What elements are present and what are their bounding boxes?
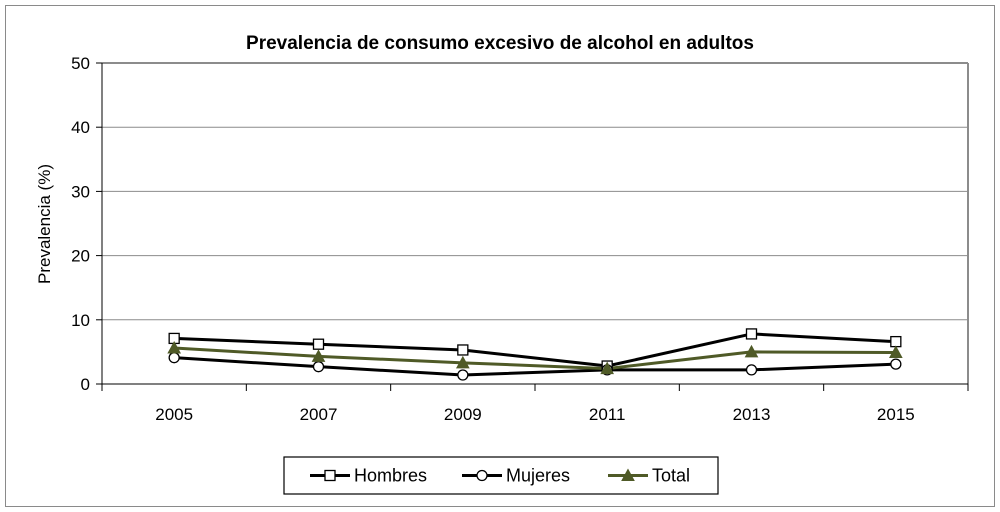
data-point-total [311, 349, 326, 362]
y-tick-label: 40 [71, 118, 90, 137]
x-tick-label: 2009 [444, 405, 482, 424]
data-point-hombres [457, 344, 469, 356]
x-tick-label: 2005 [155, 405, 193, 424]
y-axis-label: Prevalencia (%) [35, 164, 54, 284]
data-point-mujeres [168, 352, 180, 364]
data-point-total [455, 355, 470, 369]
data-point-mujeres [457, 369, 469, 381]
legend-label-mujeres: Mujeres [506, 466, 570, 486]
data-point-total [600, 361, 615, 375]
x-tick-label: 2015 [877, 405, 915, 424]
x-tick-label: 2011 [589, 405, 626, 424]
y-tick-label: 10 [71, 311, 90, 330]
grid-lines [102, 62, 968, 321]
data-point-hombres [312, 338, 325, 350]
x-tick-label: 2013 [733, 405, 771, 424]
x-tick-label: 2007 [300, 405, 338, 424]
data-point-mujeres [890, 358, 902, 370]
legend-marker-mujeres [476, 469, 488, 482]
axes: 0 10 20 30 40 50 2005 2007 2009 2011 2013 2015 [71, 54, 969, 424]
legend-marker-hombres [324, 469, 336, 482]
legend: Hombres Mujeres Total [283, 456, 719, 495]
series-line-total [174, 346, 896, 371]
data-point-mujeres [745, 364, 758, 376]
legend-label-total: Total [652, 466, 690, 486]
data-point-total [167, 341, 182, 354]
y-tick-label: 0 [81, 375, 90, 394]
series-line-mujeres [174, 356, 896, 377]
data-point-hombres [745, 328, 758, 340]
y-tick-label: 20 [71, 247, 90, 266]
legend-marker-total [621, 468, 635, 481]
data-point-total [744, 344, 759, 358]
data-point-mujeres [312, 361, 325, 373]
series-line-hombres [174, 332, 896, 368]
series [167, 328, 903, 381]
data-point-hombres [890, 335, 902, 348]
legend-label-hombres: Hombres [354, 466, 427, 486]
data-point-total [888, 345, 903, 359]
y-tick-label: 30 [71, 182, 90, 201]
chart-title: Prevalencia de consumo excesivo de alcoh… [246, 33, 754, 54]
y-tick-label: 50 [71, 54, 90, 73]
